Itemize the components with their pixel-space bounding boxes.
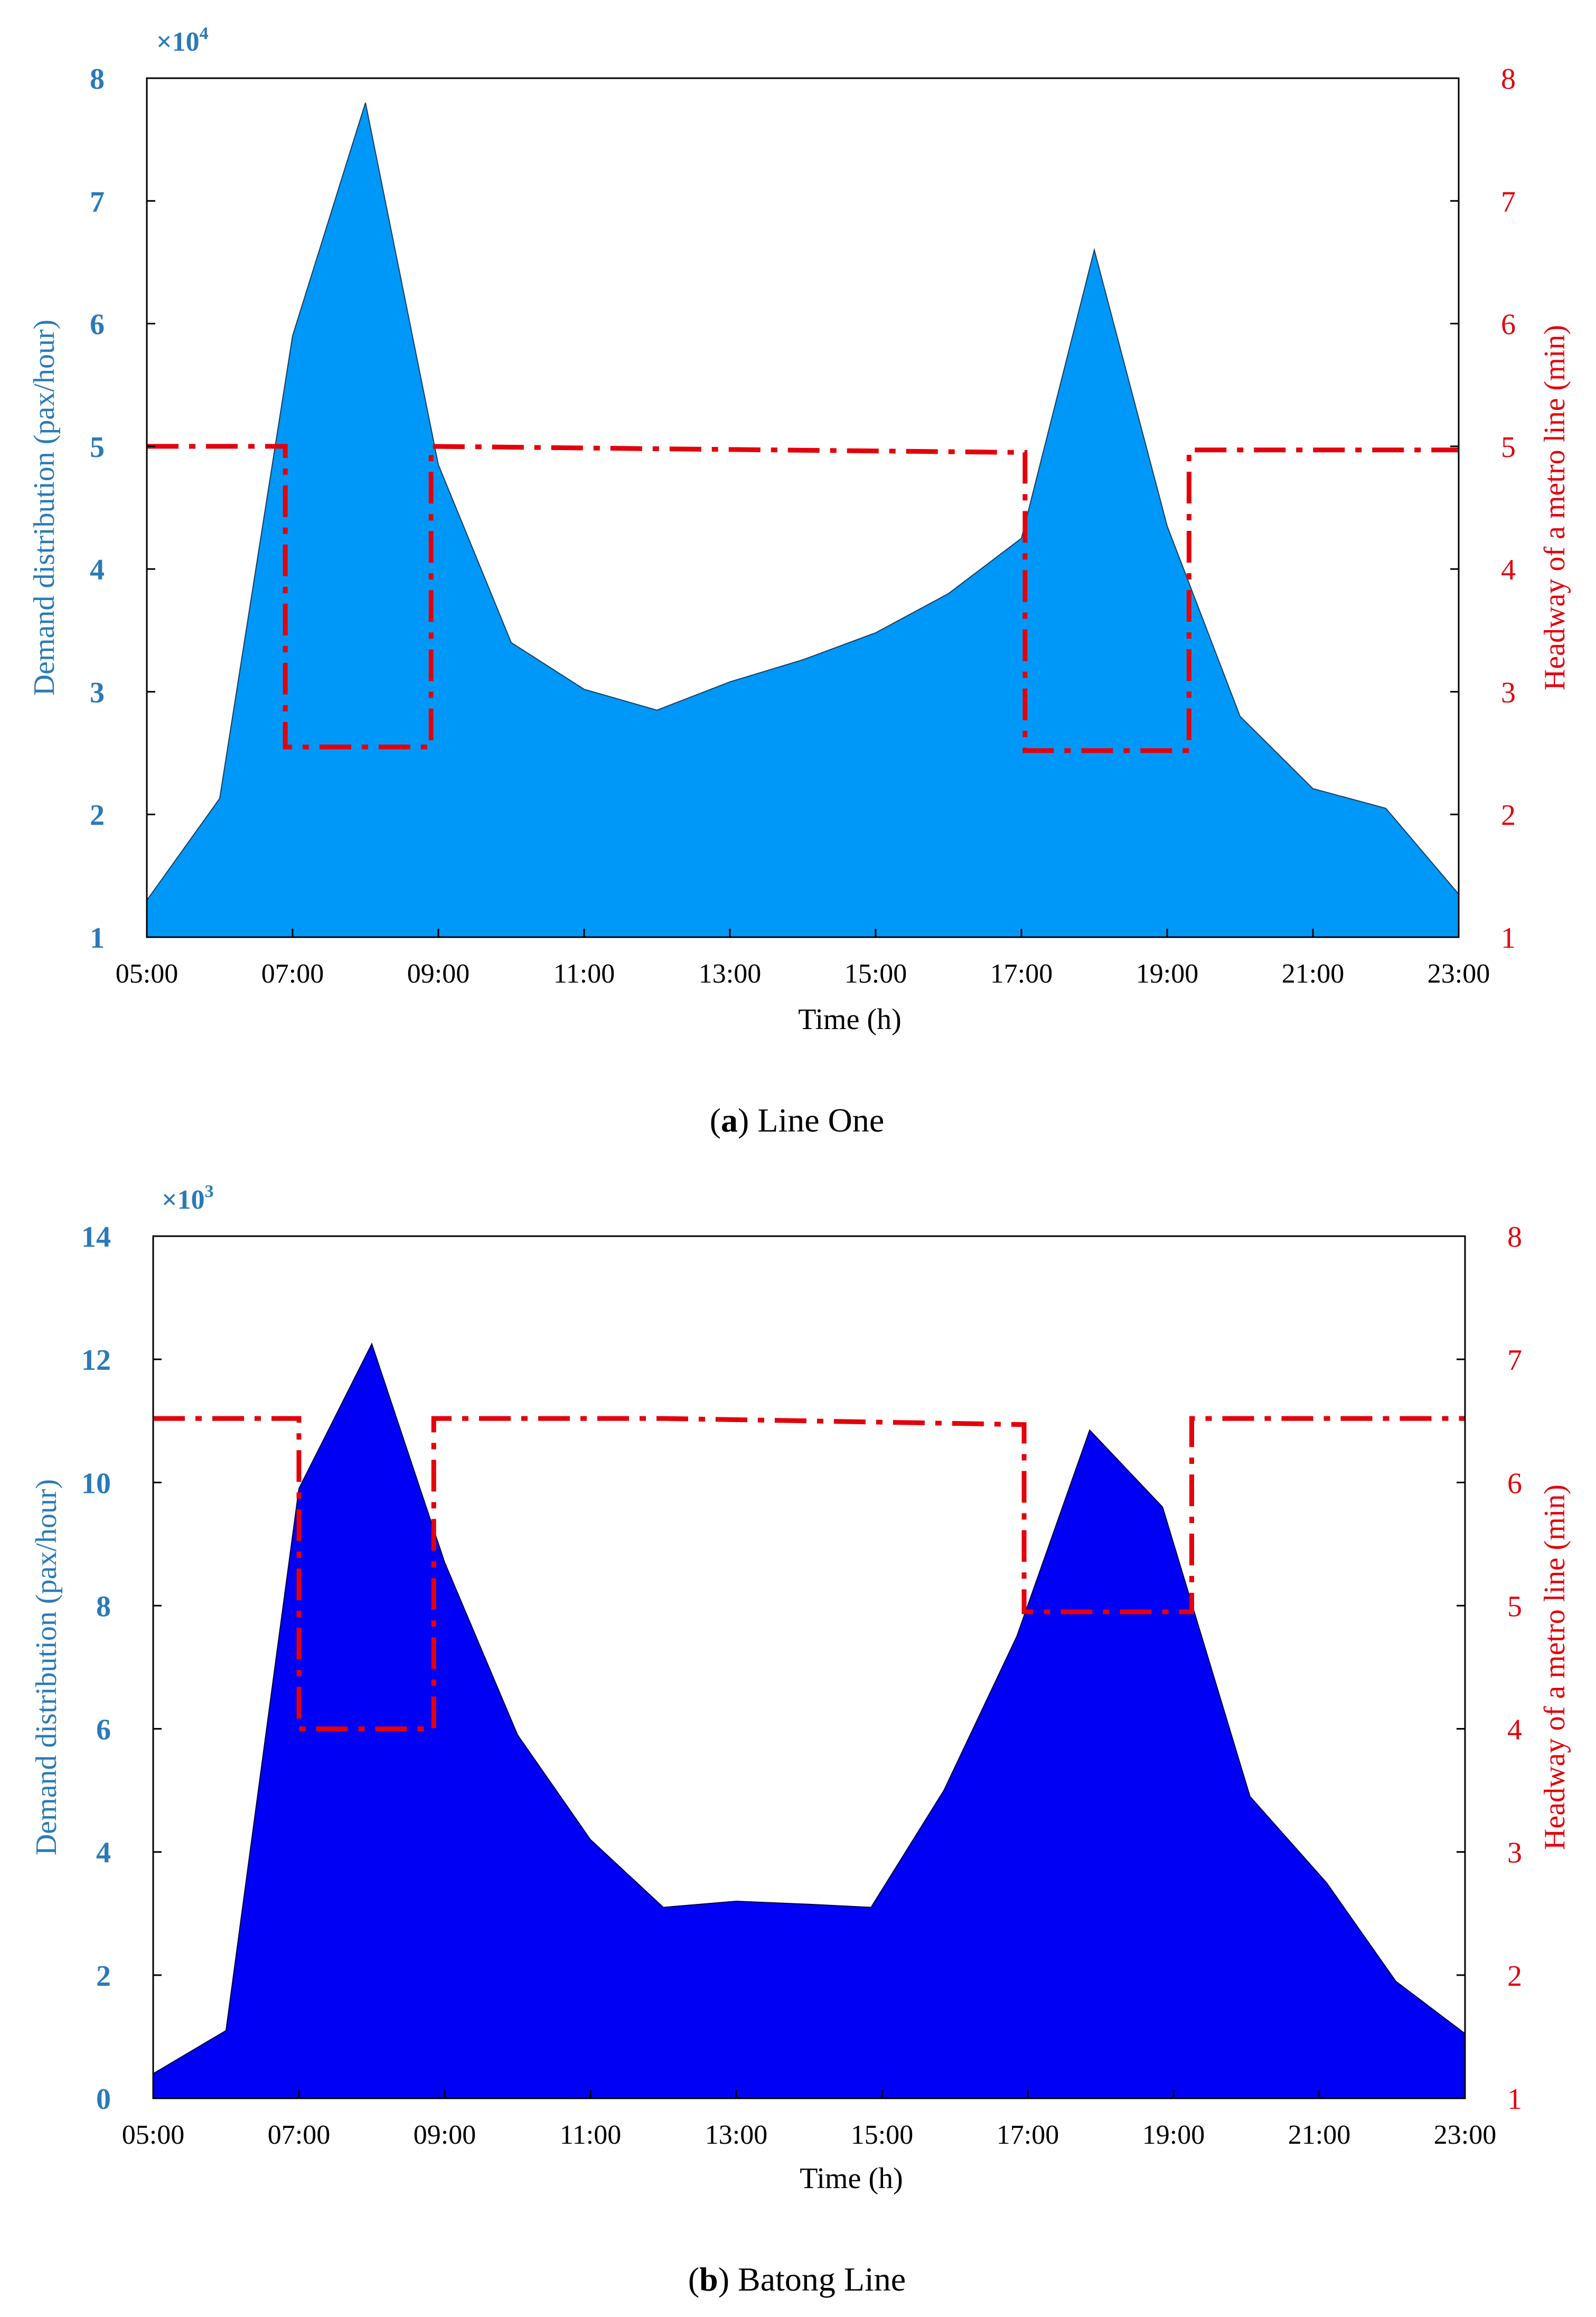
x-tick-label: 11:00 xyxy=(560,2120,622,2150)
x-tick-label: 07:00 xyxy=(268,2120,330,2150)
chart-b-headway-line xyxy=(153,1416,1465,1732)
chart-a-caption: (a) Line One xyxy=(710,1101,885,1139)
x-tick-label: 09:00 xyxy=(407,959,470,989)
x-tick-label: 21:00 xyxy=(1288,2120,1350,2150)
chart-a-x-ticks: 05:00 07:00 09:00 11:00 13:00 15:00 17:00 19:00… xyxy=(116,929,1490,989)
left-tick-label: 0 xyxy=(96,2083,111,2116)
chart-a-plot-frame xyxy=(146,77,1460,938)
chart-b-plot-frame xyxy=(152,1235,1466,2099)
chart-a: 1 2 3 4 5 6 7 8 1 2 3 4 5 6 7 8 05:00 07:00 09:00 11:00 13… xyxy=(28,24,1571,1139)
left-tick-label: 1 xyxy=(90,922,105,955)
x-tick-label: 17:00 xyxy=(990,959,1053,989)
right-tick-label: 3 xyxy=(1507,1837,1522,1870)
left-tick-label: 2 xyxy=(90,799,105,832)
chart-a-x-axis-label: Time (h) xyxy=(798,1003,902,1036)
right-tick-label: 3 xyxy=(1501,676,1516,709)
chart-a-demand-area xyxy=(146,102,1459,938)
chart-a-headway-line xyxy=(147,444,1459,753)
chart-b-demand-area xyxy=(153,1342,1466,2099)
left-tick-label: 14 xyxy=(81,1221,111,1254)
left-tick-label: 10 xyxy=(81,1467,111,1500)
right-tick-label: 2 xyxy=(1501,799,1516,832)
chart-a-y-axis-label-right: Headway of a metro line (min) xyxy=(1538,325,1571,690)
chart-a-left-ticks: 1 2 3 4 5 6 7 8 xyxy=(90,63,155,955)
chart-b-y-axis-label-left: Demand distribution (pax/hour) xyxy=(30,1479,63,1855)
right-tick-label: 6 xyxy=(1507,1467,1522,1500)
chart-a-left-multiplier: ×104 xyxy=(156,24,209,57)
x-tick-label: 19:00 xyxy=(1136,959,1198,989)
left-tick-label: 8 xyxy=(96,1590,111,1623)
right-tick-label: 4 xyxy=(1501,554,1516,586)
x-tick-label: 07:00 xyxy=(261,959,324,989)
x-tick-label: 19:00 xyxy=(1142,2120,1205,2150)
x-tick-label: 21:00 xyxy=(1282,959,1344,989)
right-tick-label: 5 xyxy=(1501,431,1516,464)
right-tick-label: 6 xyxy=(1501,309,1516,341)
chart-b-left-multiplier: ×103 xyxy=(162,1182,214,1215)
right-tick-label: 7 xyxy=(1507,1344,1522,1377)
left-tick-label: 4 xyxy=(96,1837,111,1870)
right-tick-label: 7 xyxy=(1501,185,1516,218)
x-tick-label: 13:00 xyxy=(699,959,761,989)
left-tick-label: 3 xyxy=(90,676,105,709)
right-tick-label: 4 xyxy=(1507,1714,1522,1746)
left-tick-label: 7 xyxy=(90,185,105,218)
chart-b-x-ticks: 05:00 07:00 09:00 11:00 13:00 15:00 17:00 19:00… xyxy=(122,2090,1496,2150)
x-tick-label: 05:00 xyxy=(116,959,178,989)
left-tick-label: 6 xyxy=(96,1714,111,1746)
chart-b-x-axis-label: Time (h) xyxy=(800,2162,903,2195)
x-tick-label: 23:00 xyxy=(1428,959,1490,989)
right-tick-label: 2 xyxy=(1507,1960,1522,1993)
chart-b-caption: (b) Batong Line xyxy=(688,2260,906,2298)
x-tick-label: 17:00 xyxy=(997,2120,1059,2150)
x-tick-label: 05:00 xyxy=(122,2120,184,2150)
x-tick-label: 15:00 xyxy=(851,2120,913,2150)
chart-b-y-axis-label-right: Headway of a metro line (min) xyxy=(1538,1484,1571,1850)
left-tick-label: 8 xyxy=(90,63,105,96)
left-tick-label: 2 xyxy=(96,1960,111,1993)
x-tick-label: 13:00 xyxy=(705,2120,767,2150)
left-tick-label: 6 xyxy=(90,309,105,341)
x-tick-label: 23:00 xyxy=(1434,2120,1496,2150)
left-tick-label: 5 xyxy=(90,431,105,464)
x-tick-label: 09:00 xyxy=(414,2120,476,2150)
right-tick-label: 5 xyxy=(1507,1590,1522,1623)
x-tick-label: 11:00 xyxy=(553,959,615,989)
chart-b-right-ticks: 1 2 3 4 5 6 7 8 xyxy=(1457,1221,1522,2116)
right-tick-label: 1 xyxy=(1507,2083,1522,2116)
x-tick-label: 15:00 xyxy=(844,959,907,989)
right-tick-label: 1 xyxy=(1501,922,1516,955)
chart-b-left-ticks: 0 2 4 6 8 10 12 14 xyxy=(81,1221,162,2116)
chart-a-right-ticks: 1 2 3 4 5 6 7 8 xyxy=(1450,63,1516,955)
left-tick-label: 12 xyxy=(81,1344,111,1377)
left-tick-label: 4 xyxy=(90,554,105,586)
right-tick-label: 8 xyxy=(1507,1221,1522,1254)
chart-a-y-axis-label-left: Demand distribution (pax/hour) xyxy=(28,320,61,696)
right-tick-label: 8 xyxy=(1501,63,1516,96)
